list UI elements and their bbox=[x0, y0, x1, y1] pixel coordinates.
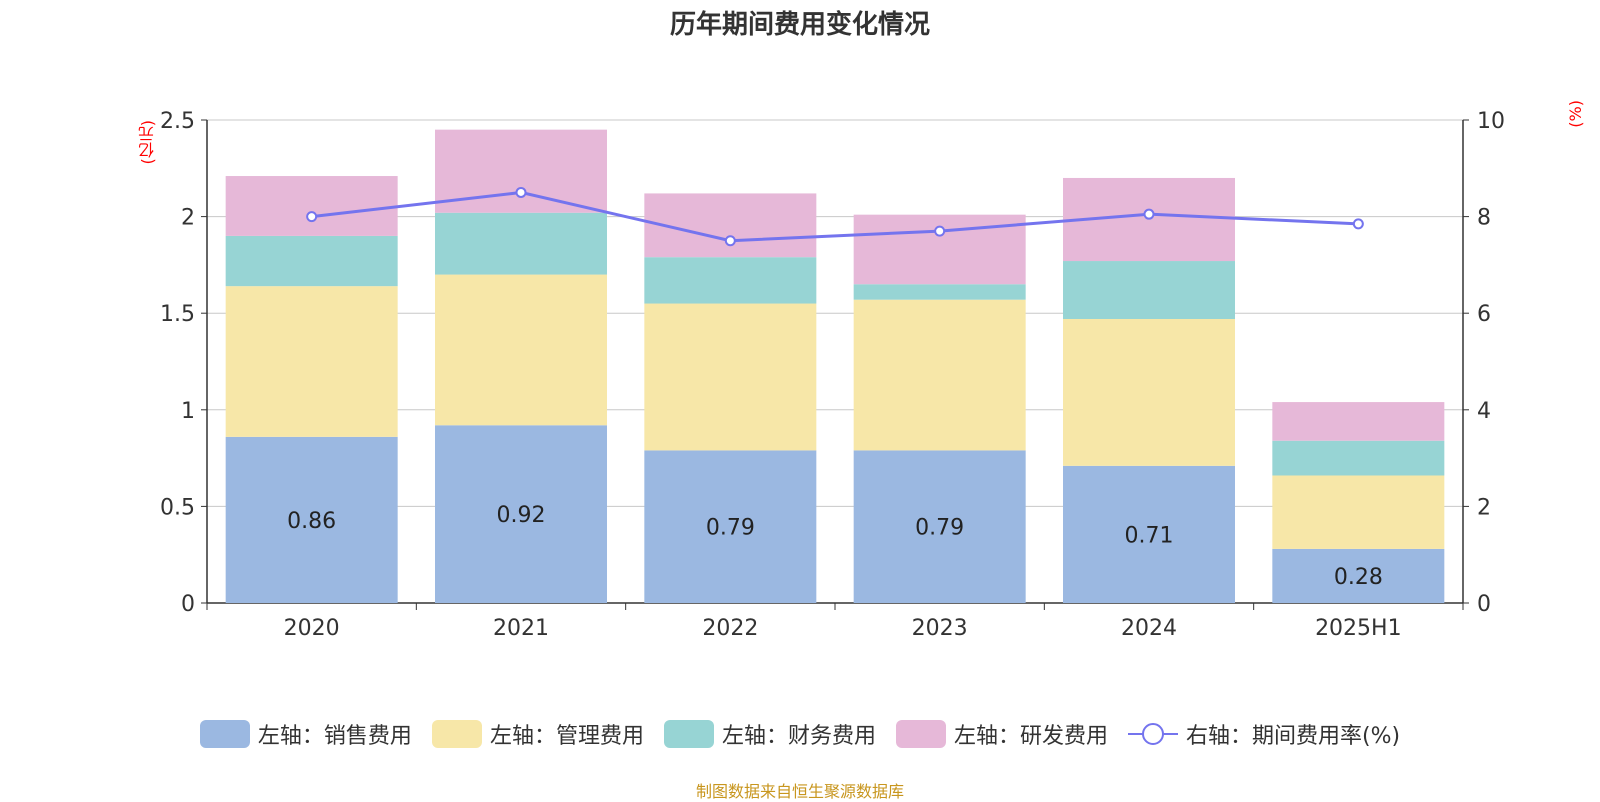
legend-item-rate[interactable]: 右轴：期间费用率(%) bbox=[1127, 718, 1401, 750]
x-tick-label: 2025H1 bbox=[1315, 616, 1402, 641]
bar-segment bbox=[1063, 318, 1235, 466]
chart-title: 历年期间费用变化情况 bbox=[669, 10, 930, 40]
rate-point bbox=[1143, 208, 1155, 220]
bar-segment bbox=[644, 303, 817, 451]
bar-segment bbox=[435, 425, 607, 603]
x-tick-label: 2023 bbox=[912, 616, 968, 641]
legend-item-finance[interactable]: 左轴：财务费用 bbox=[663, 718, 876, 750]
x-tick-label: 2020 bbox=[284, 616, 340, 641]
rate-point bbox=[306, 211, 318, 223]
bar-data-label: 0.92 bbox=[497, 503, 546, 528]
legend: 左轴：销售费用 左轴：管理费用 左轴：财务费用 左轴：研发费用 右轴：期间费用率… bbox=[0, 718, 1600, 750]
rate-point bbox=[515, 186, 527, 198]
legend-label-rd: 左轴：研发费用 bbox=[953, 724, 1108, 749]
x-tick-label: 2021 bbox=[493, 616, 549, 641]
right-tick-label: 8 bbox=[1477, 206, 1491, 231]
right-tick-label: 6 bbox=[1477, 302, 1491, 327]
bar-data-label: 0.86 bbox=[287, 509, 336, 534]
legend-label-rate: 右轴：期间费用率(%) bbox=[1185, 724, 1401, 749]
left-tick-label: 1 bbox=[181, 399, 195, 424]
bar-segment bbox=[225, 176, 398, 236]
bar-segment bbox=[1272, 440, 1445, 476]
rate-point bbox=[1352, 218, 1364, 230]
left-tick-label: 1.5 bbox=[160, 302, 195, 327]
rate-line bbox=[311, 190, 1359, 243]
bar-data-label: 0.79 bbox=[915, 516, 964, 541]
bar-segment bbox=[644, 450, 817, 603]
bar-segment bbox=[853, 450, 1026, 603]
bar-segment bbox=[1272, 475, 1445, 549]
left-tick-label: 2 bbox=[181, 206, 195, 231]
bar-data-label: 0.28 bbox=[1334, 565, 1383, 590]
right-tick-label: 4 bbox=[1477, 399, 1491, 424]
bar-segment bbox=[1063, 465, 1235, 603]
legend-swatch-rate bbox=[1127, 723, 1178, 745]
legend-item-admin[interactable]: 左轴：管理费用 bbox=[431, 718, 644, 750]
bar-segment bbox=[435, 212, 607, 275]
bar-segment bbox=[644, 257, 817, 304]
x-tick-label: 2022 bbox=[702, 616, 758, 641]
right-tick-label: 2 bbox=[1477, 495, 1491, 520]
legend-swatch-finance bbox=[663, 720, 714, 748]
bar-data-label: 0.79 bbox=[706, 516, 755, 541]
bar-segment bbox=[853, 299, 1026, 451]
left-tick-label: 2.5 bbox=[160, 109, 195, 134]
bar-segment bbox=[225, 235, 398, 287]
bar-segment bbox=[1063, 261, 1235, 319]
bar-segment bbox=[435, 274, 607, 426]
bar-segment bbox=[1272, 548, 1445, 603]
legend-label-sales: 左轴：销售费用 bbox=[257, 724, 412, 749]
bar-segment bbox=[225, 436, 398, 603]
legend-item-rd[interactable]: 左轴：研发费用 bbox=[895, 718, 1108, 750]
right-tick-label: 10 bbox=[1477, 109, 1505, 134]
right-tick-label: 0 bbox=[1477, 592, 1491, 617]
bar-segment bbox=[644, 193, 817, 258]
legend-swatch-rd bbox=[895, 720, 946, 748]
left-tick-label: 0 bbox=[181, 592, 195, 617]
rate-point bbox=[934, 225, 946, 237]
rate-point bbox=[724, 235, 736, 247]
data-source-note: 制图数据来自恒生聚源数据库 bbox=[695, 782, 904, 801]
legend-swatch-sales bbox=[199, 720, 250, 748]
legend-label-admin: 左轴：管理费用 bbox=[489, 724, 644, 749]
bar-segment bbox=[225, 286, 398, 437]
legend-label-finance: 左轴：财务费用 bbox=[721, 724, 876, 749]
x-tick-label: 2024 bbox=[1121, 616, 1177, 641]
legend-swatch-admin bbox=[431, 720, 482, 748]
legend-item-sales[interactable]: 左轴：销售费用 bbox=[199, 718, 412, 750]
bar-segment bbox=[853, 284, 1026, 300]
bar-segment bbox=[1272, 402, 1445, 441]
left-tick-label: 0.5 bbox=[160, 495, 195, 520]
bar-data-label: 0.71 bbox=[1125, 523, 1174, 548]
chart-canvas: 0 0.5 1 1.5 2 2.5 0 2 4 6 8 10 0.86 2020 0.92 2021 0.79 2… bbox=[160, 109, 1505, 641]
